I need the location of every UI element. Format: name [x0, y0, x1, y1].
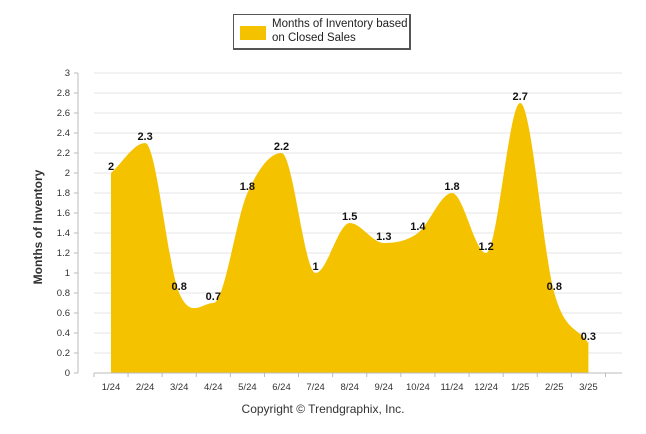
x-tick-label: 12/24 [474, 382, 498, 393]
data-label: 1.8 [240, 181, 255, 193]
x-tick-label: 5/24 [238, 382, 257, 393]
y-tick-label: 0 [65, 368, 70, 379]
data-label: 2.2 [274, 141, 289, 153]
x-tick-label: 2/25 [545, 382, 564, 393]
y-tick-labels: 0 0.2 0.4 0.6 0.8 1 1.2 1.4 1.6 1.8 2 2.2 2.4 2.6 2.8 3 [57, 68, 70, 379]
y-tick-label: 2.8 [57, 88, 70, 99]
x-tick-label: 3/24 [170, 382, 189, 393]
data-label: 1.5 [342, 211, 357, 223]
y-tick-label: 0.4 [57, 328, 70, 339]
x-tick-label: 8/24 [340, 382, 359, 393]
legend: Months of Inventory based on Closed Sale… [233, 14, 411, 50]
y-tick-label: 0.2 [57, 348, 70, 359]
x-tick-label: 3/25 [579, 382, 598, 393]
legend-swatch [240, 26, 266, 40]
y-tick-label: 2.4 [57, 128, 70, 139]
x-tick-label: 6/24 [272, 382, 291, 393]
data-label: 1.2 [478, 241, 493, 253]
y-tick-label: 1.8 [57, 188, 70, 199]
series-area [111, 103, 589, 373]
x-tick-label: 10/24 [406, 382, 430, 393]
x-tick-label: 2/24 [136, 382, 155, 393]
x-tick-label: 4/24 [204, 382, 223, 393]
y-tick-label: 0.6 [57, 308, 70, 319]
y-tick-label: 1.6 [57, 208, 70, 219]
data-label: 0.3 [581, 331, 596, 343]
x-tick-label: 11/24 [440, 382, 463, 393]
x-tick-labels: 1/24 2/24 3/24 4/24 5/24 6/24 7/24 8/24 9/24 10/2… [102, 382, 598, 393]
y-tick-label: 1.2 [57, 248, 70, 259]
y-tick-label: 3 [65, 68, 70, 79]
y-tick-label: 2.2 [57, 148, 70, 159]
data-label: 0.7 [206, 291, 221, 303]
legend-label: Months of Inventory based on Closed Sale… [272, 18, 408, 44]
data-label: 1.8 [444, 181, 459, 193]
y-tick-label: 0.8 [57, 288, 70, 299]
data-label: 1.4 [410, 221, 426, 233]
y-tick-label: 1.4 [57, 228, 70, 239]
data-labels: 2 2.3 0.8 0.7 1.8 2.2 1 1.5 1.3 1.4 1.8 1.2 2.7 0.8 0.… [108, 91, 596, 343]
x-tick-label: 9/24 [375, 382, 394, 393]
y-axis-label: Months of Inventory [31, 169, 45, 284]
y-tick-label: 1 [65, 268, 70, 279]
y-tick-label: 2.6 [57, 108, 70, 119]
data-label: 0.8 [547, 281, 562, 293]
data-label: 1.3 [376, 231, 391, 243]
data-label: 1 [313, 261, 319, 273]
axes [74, 72, 622, 377]
x-tick-label: 1/25 [511, 382, 530, 393]
copyright-text: Copyright © Trendgraphix, Inc. [241, 402, 405, 416]
data-label: 2.3 [137, 131, 152, 143]
series-area-fill [111, 103, 589, 373]
y-tick-label: 2 [65, 168, 70, 179]
data-label: 2 [108, 161, 114, 173]
x-tick-label: 7/24 [306, 382, 325, 393]
x-tick-label: 1/24 [102, 382, 121, 393]
data-label: 2.7 [513, 91, 528, 103]
data-label: 0.8 [172, 281, 187, 293]
